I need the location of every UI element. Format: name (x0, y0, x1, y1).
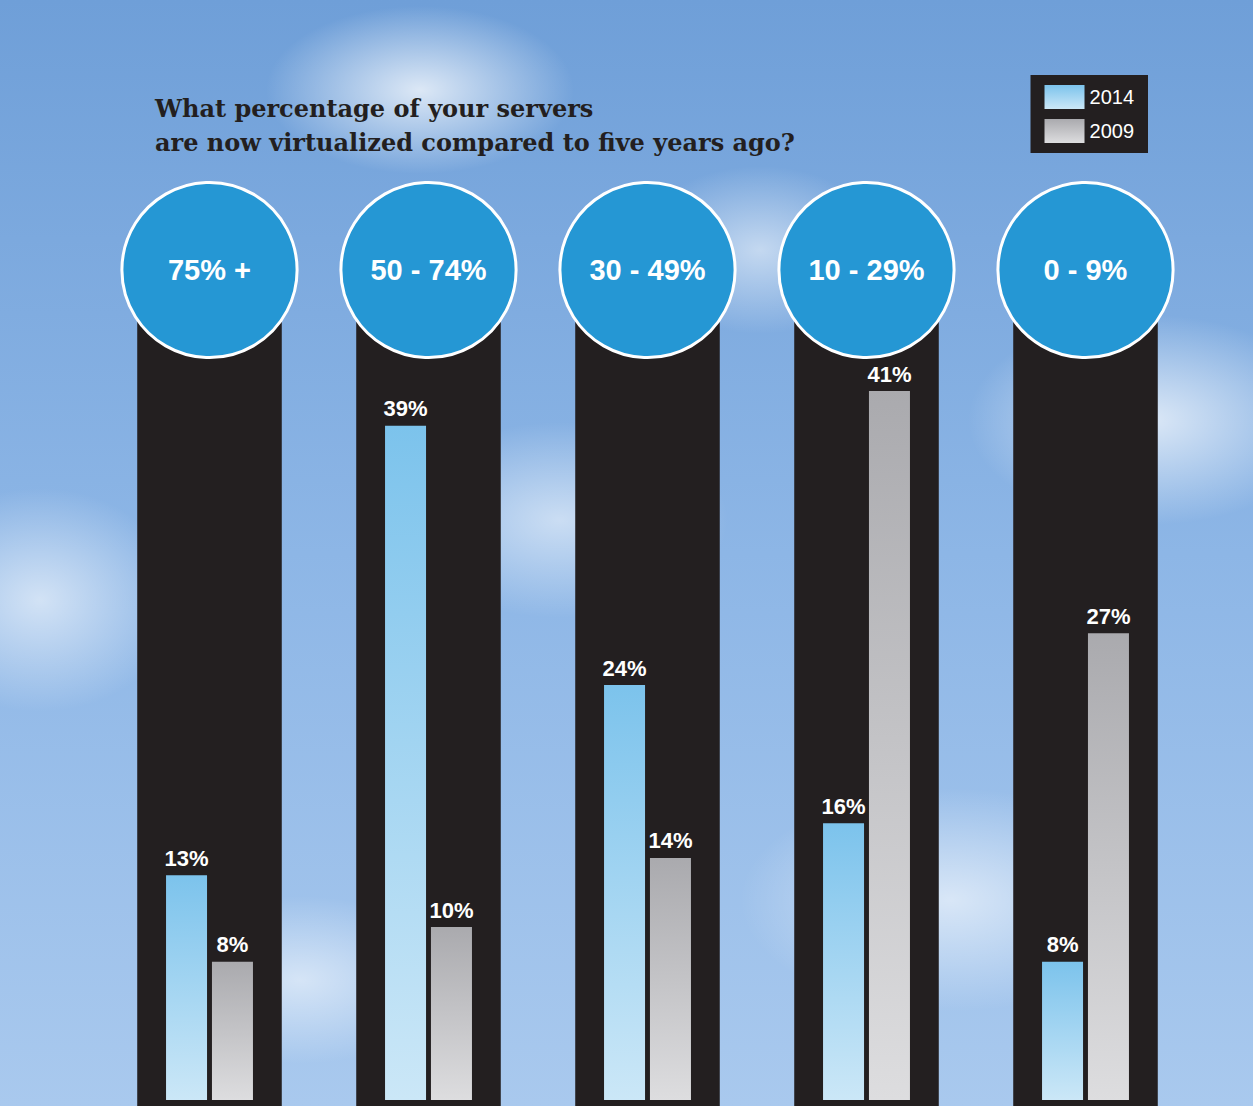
svg-text:16%: 16% (822, 794, 866, 819)
svg-text:8%: 8% (1047, 932, 1079, 957)
svg-text:What percentage of your server: What percentage of your servers (154, 94, 593, 123)
svg-text:14%: 14% (648, 828, 692, 853)
svg-text:75% +: 75% + (168, 254, 251, 286)
svg-text:0 - 9%: 0 - 9% (1044, 254, 1128, 286)
svg-text:10 - 29%: 10 - 29% (808, 254, 924, 286)
svg-text:10%: 10% (429, 898, 473, 923)
svg-text:41%: 41% (867, 362, 911, 387)
svg-text:24%: 24% (603, 656, 647, 681)
svg-text:are now virtualized compared t: are now virtualized compared to five yea… (155, 128, 795, 157)
svg-text:2014: 2014 (1090, 86, 1135, 108)
svg-text:8%: 8% (217, 932, 249, 957)
svg-text:27%: 27% (1086, 604, 1130, 629)
svg-text:13%: 13% (165, 846, 209, 871)
svg-text:30 - 49%: 30 - 49% (589, 254, 705, 286)
svg-text:50 - 74%: 50 - 74% (370, 254, 486, 286)
svg-text:39%: 39% (384, 396, 428, 421)
svg-text:2009: 2009 (1090, 120, 1135, 142)
